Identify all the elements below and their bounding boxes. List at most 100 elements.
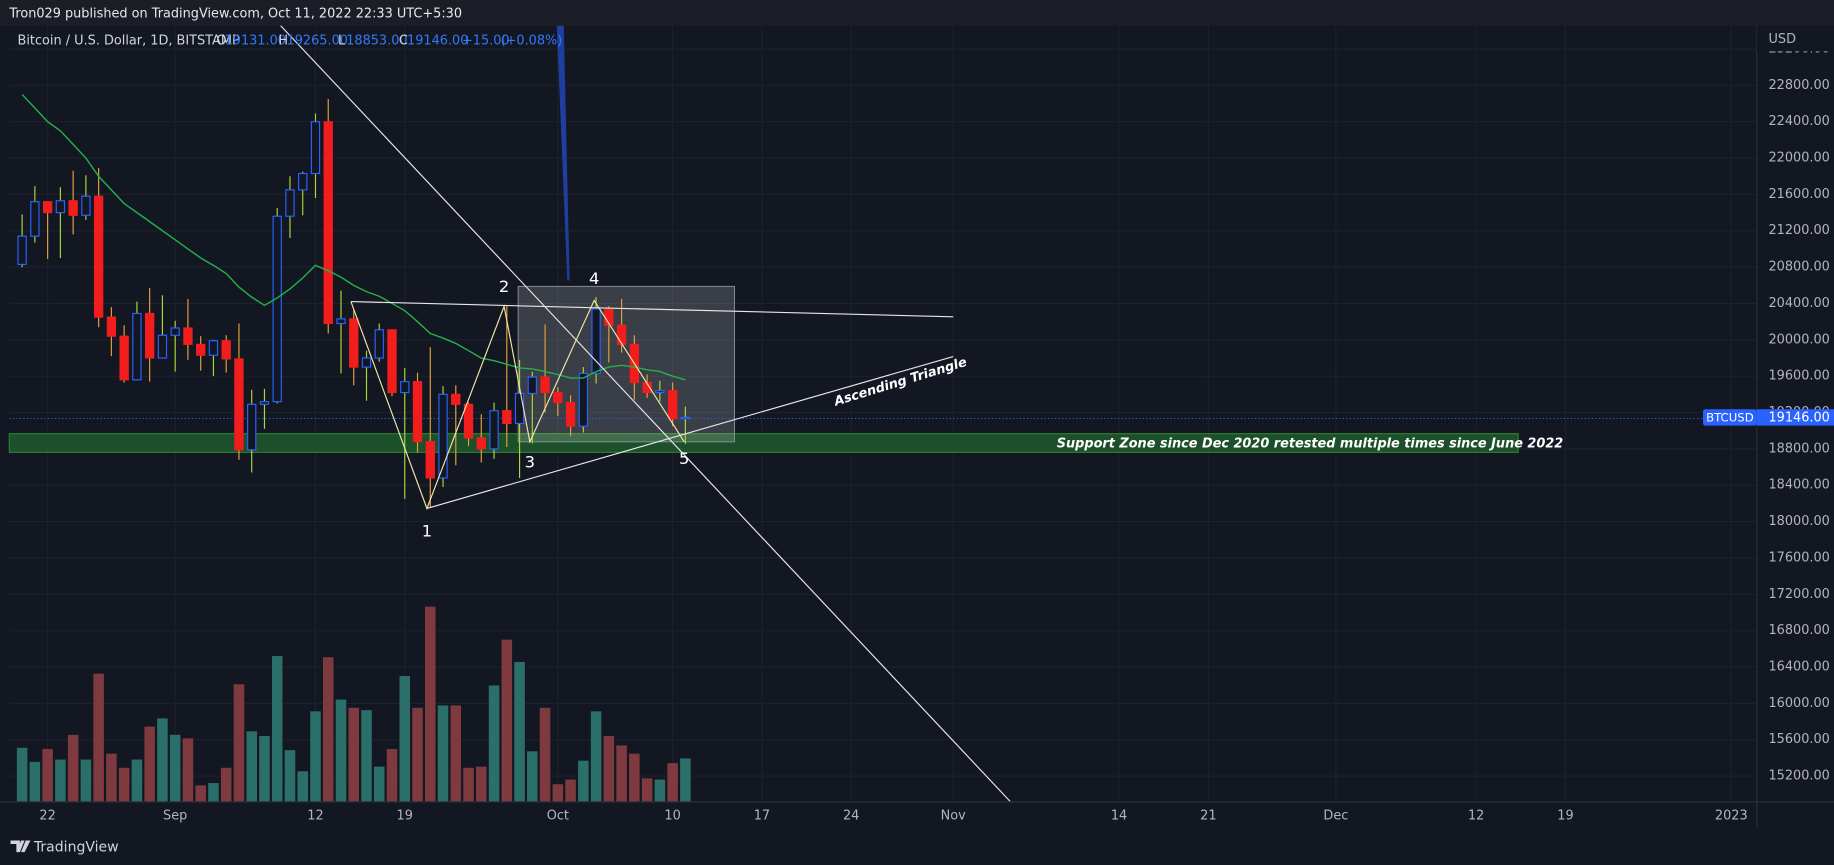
downtrend-line xyxy=(280,25,1011,803)
volume-bar xyxy=(220,767,232,802)
candle-body xyxy=(144,312,155,359)
volume-bar xyxy=(412,707,423,802)
legend-value: 19131.00 xyxy=(225,33,286,48)
candle-body xyxy=(349,318,359,368)
candle-body xyxy=(272,215,282,403)
candle-body xyxy=(323,121,333,325)
volume-bar xyxy=(93,673,104,802)
support-zone xyxy=(8,433,1519,453)
volume-bar xyxy=(476,766,487,802)
y-tick-label: 20800.00 xyxy=(1769,260,1830,275)
candle-body xyxy=(540,376,550,394)
candle-body xyxy=(463,403,474,439)
candle-body xyxy=(183,327,193,345)
candle-body xyxy=(285,189,295,217)
candle-body xyxy=(132,312,142,381)
candle-body xyxy=(667,390,678,420)
candle-body xyxy=(565,401,576,427)
y-tick-label: 19600.00 xyxy=(1769,369,1830,384)
resistance-line xyxy=(350,300,954,318)
volume-bar xyxy=(335,699,347,802)
x-tick-label: 12 xyxy=(1468,808,1484,823)
volume-bar xyxy=(399,676,411,802)
candle-body xyxy=(298,172,308,191)
volume-bar xyxy=(425,606,436,802)
volume-bar xyxy=(463,767,474,802)
x-tick-label: 21 xyxy=(1200,808,1216,823)
publisher: Tron029 published on TradingView.com, Oc… xyxy=(8,7,462,22)
candle-body xyxy=(234,358,244,451)
y-tick-label: 21600.00 xyxy=(1769,187,1830,202)
x-tick-label: Oct xyxy=(547,808,569,823)
volume-bar xyxy=(284,750,296,802)
candle-body xyxy=(310,121,321,175)
candle-body xyxy=(438,393,448,479)
candle-body xyxy=(68,200,78,216)
candle-body xyxy=(616,324,627,345)
top-bar xyxy=(0,0,1834,26)
candle-body xyxy=(247,403,257,451)
volume-bar xyxy=(590,711,602,802)
x-tick-label: 24 xyxy=(843,808,859,823)
volume-bar xyxy=(437,705,449,802)
candle-body xyxy=(527,376,537,395)
trendlines xyxy=(280,25,1011,803)
volume-bar xyxy=(169,734,181,802)
wave-label: 3 xyxy=(525,452,535,471)
support-label: Support Zone since Dec 2020 retested mul… xyxy=(1057,437,1564,452)
x-tick-label: 2023 xyxy=(1715,808,1748,823)
legend-value: 19146.00 xyxy=(407,33,468,48)
volume-bar xyxy=(641,778,653,802)
y-tick-label: 17600.00 xyxy=(1769,550,1830,565)
bottom-bar xyxy=(0,827,1834,865)
volume-bar xyxy=(616,745,627,802)
candle-body xyxy=(502,410,512,425)
y-tick-label: 22400.00 xyxy=(1769,114,1830,129)
y-tick-label: 22000.00 xyxy=(1769,151,1830,166)
volume-bar xyxy=(208,783,219,802)
x-tick-label: 12 xyxy=(307,808,323,823)
currency-box xyxy=(1756,28,1834,52)
wave-path xyxy=(350,299,685,511)
volume-bar xyxy=(667,763,678,802)
candle-body xyxy=(336,318,346,325)
volume-bar xyxy=(680,758,691,802)
y-tick-label: 22800.00 xyxy=(1769,78,1830,93)
legend-key: C xyxy=(399,33,408,48)
volume-bar xyxy=(131,759,143,802)
candle-body xyxy=(196,343,206,356)
volume-bar xyxy=(488,685,500,802)
y-tick-label: 16000.00 xyxy=(1769,696,1830,711)
volume-bar xyxy=(310,711,321,802)
ema-line xyxy=(21,93,686,381)
candle-body xyxy=(93,195,104,318)
volume-bar xyxy=(16,747,28,802)
volume-bar xyxy=(80,759,92,802)
candle-body xyxy=(55,200,66,214)
candle-body xyxy=(412,381,423,443)
last-price: 19146.00 xyxy=(1769,411,1830,426)
y-tick-label: 21200.00 xyxy=(1769,223,1830,238)
volume-bar xyxy=(157,718,168,802)
y-tick-label: 18400.00 xyxy=(1769,478,1830,493)
candle-body xyxy=(42,201,53,214)
volume-bar xyxy=(322,657,334,802)
volume-bar xyxy=(297,771,308,802)
ascending-line xyxy=(426,355,954,510)
price-axis xyxy=(1756,25,1834,828)
volume-bar xyxy=(539,707,551,802)
symbol-title: Bitcoin / U.S. Dollar, 1D, BITSTAMP xyxy=(18,33,240,48)
legend-change: +15.00 xyxy=(462,33,510,48)
x-tick-label: 22 xyxy=(39,808,55,823)
x-tick-label: 17 xyxy=(754,808,770,823)
volume-bar xyxy=(182,738,194,802)
candle-body xyxy=(680,416,691,420)
x-tick-label: Sep xyxy=(163,808,187,823)
candles xyxy=(17,93,691,508)
volume-bar xyxy=(514,661,525,802)
wave-label: 5 xyxy=(679,449,689,468)
volume xyxy=(16,606,691,802)
candle-body xyxy=(387,329,397,394)
